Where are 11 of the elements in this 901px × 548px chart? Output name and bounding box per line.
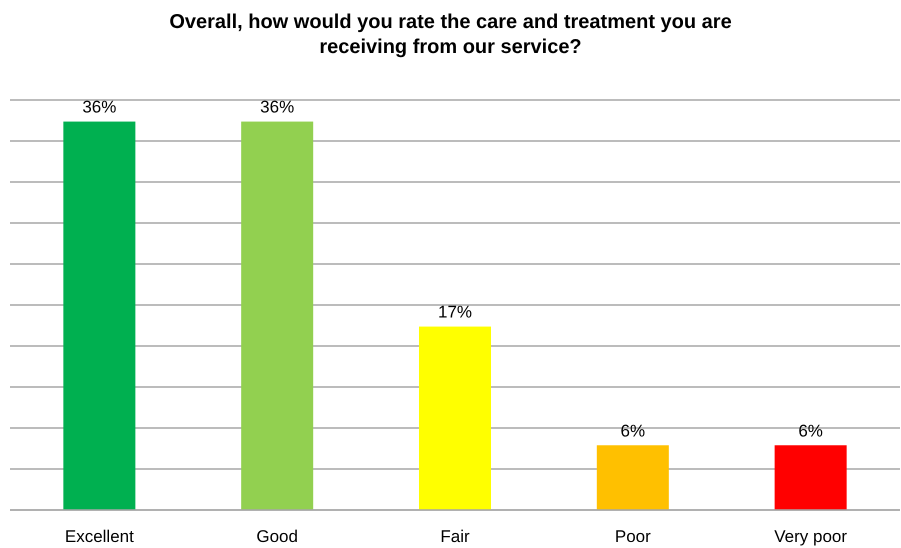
x-tick-label: Excellent (64, 527, 134, 546)
chart-title: Overall, how would you rate the care and treatment you are receiving from our service? (169, 11, 732, 58)
data-label: 17% (438, 302, 472, 322)
data-label: 36% (260, 98, 294, 117)
data-label: 6% (798, 421, 823, 440)
data-label: 6% (620, 421, 646, 440)
data-label: 36% (82, 98, 116, 117)
x-tick-label: Good (256, 527, 298, 546)
x-tick-label: Very poor (774, 527, 848, 546)
x-tick-label: Fair (440, 527, 470, 546)
x-tick-label: Poor (614, 527, 652, 546)
